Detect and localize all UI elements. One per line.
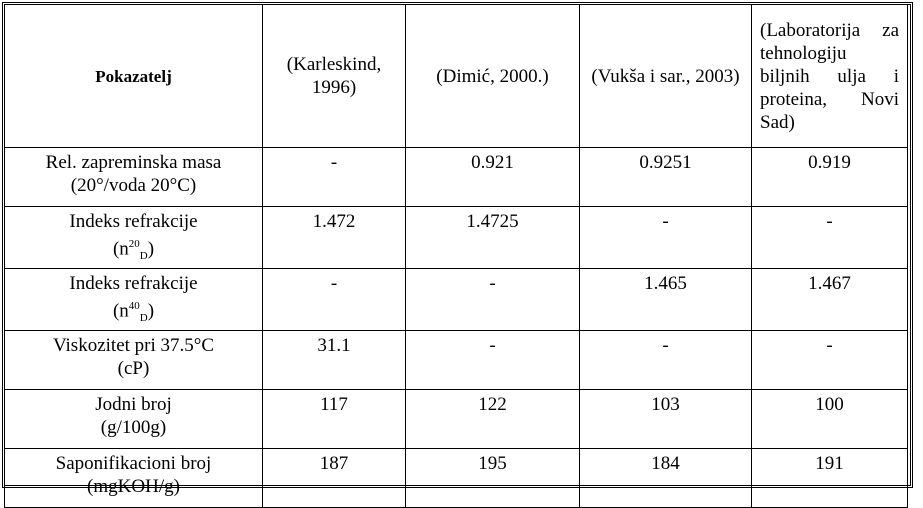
table-body: Pokazatelj (Karleskind, 1996) (Dimić, 2000…: [4, 4, 908, 508]
subscript: D: [139, 250, 148, 263]
value-cell: -: [262, 147, 406, 207]
row-label: Viskozitet pri 37.5°C (cP): [4, 330, 263, 391]
value-cell: 1.465: [579, 268, 752, 332]
value-cell: 1.467: [751, 268, 908, 332]
value-cell: -: [579, 330, 752, 391]
header-cell: (Dimić, 2000.): [405, 4, 580, 148]
label-line: Rel. zapreminska masa: [45, 152, 222, 173]
label-line: (n20D): [13, 233, 254, 268]
label-text: ): [147, 238, 155, 260]
value-cell: 0.9251: [579, 147, 752, 207]
value-cell: 0.919: [751, 147, 908, 207]
header-cell: (Laboratorija za tehnologiju biljnih ulj…: [751, 4, 908, 148]
row-label: Indeks refrakcije (n40D): [4, 268, 263, 332]
data-row: Indeks refrakcije (n40D) - -1.465 1.467: [4, 268, 908, 332]
label-line: Viskozitet pri 37.5°C: [52, 335, 215, 357]
label-line: Saponifikacioni broj: [55, 453, 212, 475]
label-line: Indeks refrakcije: [69, 211, 198, 232]
row-label: Indeks refrakcije (n20D): [4, 205, 263, 270]
value-cell: 191: [751, 448, 908, 508]
label-text: (n: [112, 300, 129, 322]
label-line: (cP): [117, 358, 150, 380]
header-row: Pokazatelj (Karleskind, 1996) (Dimić, 2000…: [4, 4, 908, 148]
value-cell: 184: [579, 448, 752, 508]
value-cell: 0.921: [405, 147, 580, 207]
label-line: (g/100g): [100, 417, 167, 439]
value-cell: -: [262, 268, 406, 332]
data-table: Pokazatelj (Karleskind, 1996) (Dimić, 2000…: [4, 4, 908, 508]
value-cell: 195: [405, 448, 580, 508]
subscript: D: [139, 312, 148, 325]
label-line: (20°/voda 20°C): [70, 175, 197, 196]
data-row: Saponifikacioni broj (mgKOH/g) 187 195 184 19…: [4, 448, 908, 508]
row-label: Rel. zapreminska masa (20°/voda 20°C): [4, 147, 263, 207]
value-cell: 122: [405, 389, 580, 450]
data-row: Rel. zapreminska masa (20°/voda 20°C) -0.9…: [4, 147, 908, 207]
value-cell: -: [405, 330, 580, 391]
data-row: Indeks refrakcije (n20D) 1.472 1.4725- -: [4, 205, 908, 270]
label-line: (mgKOH/g): [87, 476, 180, 498]
row-label: Saponifikacioni broj (mgKOH/g): [4, 448, 263, 508]
value-cell: -: [405, 268, 580, 332]
label-text: (n: [112, 238, 129, 260]
label-text: ): [147, 300, 155, 322]
value-cell: 187: [262, 448, 406, 508]
value-cell: -: [579, 205, 752, 270]
value-cell: -: [751, 330, 908, 391]
data-row: Jodni broj (g/100g) 117 122 103 100: [4, 389, 908, 450]
header-cell: (Vukša i sar., 2003): [579, 4, 752, 148]
value-cell: 100: [751, 389, 908, 450]
superscript: 20: [128, 238, 140, 250]
label-line: Indeks refrakcije: [69, 273, 198, 295]
header-cell: (Karleskind, 1996): [262, 4, 406, 148]
row-label: Jodni broj (g/100g): [4, 389, 263, 450]
data-row: Viskozitet pri 37.5°C (cP) 31.1- - -: [4, 330, 908, 391]
value-cell: 31.1: [262, 330, 406, 391]
value-cell: -: [751, 205, 908, 270]
value-cell: 1.472: [262, 205, 406, 270]
superscript: 40: [128, 300, 140, 313]
value-cell: 103: [579, 389, 752, 450]
label-line: Jodni broj: [95, 394, 172, 416]
label-line: (n40D): [13, 295, 254, 330]
value-cell: 117: [262, 389, 406, 450]
header-cell: Pokazatelj: [4, 4, 263, 148]
value-cell: 1.4725: [405, 205, 580, 270]
